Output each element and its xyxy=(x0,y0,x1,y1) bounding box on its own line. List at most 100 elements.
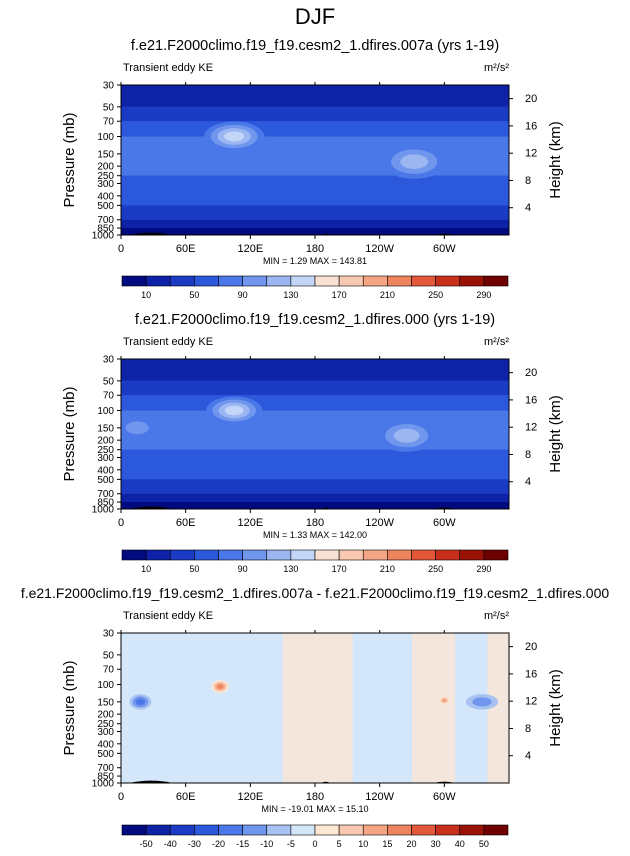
height-tick-label: 12 xyxy=(525,696,537,708)
y-tick-label: 850 xyxy=(97,772,114,783)
colorbar-swatch xyxy=(266,275,292,287)
height-tick-label: 8 xyxy=(525,175,531,187)
height-tick-label: 20 xyxy=(525,367,537,379)
colorbar-swatch xyxy=(145,549,171,561)
colorbar-swatch xyxy=(242,549,268,561)
colorbar-label: 90 xyxy=(238,564,248,574)
y-tick-label: 200 xyxy=(97,436,114,447)
contour-maximum xyxy=(393,428,420,443)
colorbar-swatch xyxy=(435,275,461,287)
x-tick-label: 60E xyxy=(176,517,196,529)
contour-band xyxy=(121,205,509,220)
land-mask xyxy=(129,506,173,509)
contour-maximum xyxy=(125,421,149,435)
x-tick-label: 120E xyxy=(237,791,263,803)
y-tick-label: 500 xyxy=(97,749,114,760)
colorbar-label: 5 xyxy=(337,839,342,849)
y-axis-title-right: Height (km) xyxy=(547,669,564,747)
contour-band xyxy=(412,633,456,783)
colorbar-label: 0 xyxy=(312,839,317,849)
y-tick-label: 100 xyxy=(97,406,114,417)
colorbar-swatch xyxy=(459,549,485,561)
colorbar-label: 210 xyxy=(380,290,395,300)
y-tick-label: 1000 xyxy=(92,779,115,790)
contour-maximum xyxy=(472,697,492,707)
y-tick-label: 500 xyxy=(97,201,114,212)
colorbar-swatch xyxy=(435,549,461,561)
x-tick-label: 180 xyxy=(306,243,324,255)
colorbar-swatch xyxy=(387,549,412,561)
land-mask xyxy=(129,232,173,235)
height-tick-label: 12 xyxy=(525,422,537,434)
height-tick-label: 16 xyxy=(525,394,537,406)
contour-band xyxy=(121,449,509,480)
colorbar-label: 10 xyxy=(141,564,151,574)
y-tick-label: 1000 xyxy=(92,505,115,516)
y-tick-label: 70 xyxy=(103,665,115,676)
y-axis-title-right: Height (km) xyxy=(547,395,564,473)
contour-band xyxy=(487,633,509,783)
colorbar-label: 10 xyxy=(141,290,151,300)
chart-subtitle: Transient eddy KE xyxy=(123,610,213,622)
y-tick-label: 200 xyxy=(97,710,114,721)
contour-band-surface xyxy=(121,228,509,235)
contour-band xyxy=(121,136,509,176)
y-tick-label: 250 xyxy=(97,719,114,730)
colorbar-label: 20 xyxy=(406,839,416,849)
chart-title: f.e21.F2000climo.f19_f19.cesm2_1.dfires.… xyxy=(21,585,610,601)
x-tick-label: 120E xyxy=(237,243,263,255)
contour-band xyxy=(121,106,509,122)
x-tick-label: 60W xyxy=(433,243,456,255)
colorbar-label: -10 xyxy=(260,839,273,849)
min-max-stats: MIN = 1.29 MAX = 143.81 xyxy=(263,256,367,266)
colorbar-swatch xyxy=(435,824,461,836)
colorbar-swatch xyxy=(314,824,340,836)
height-tick-label: 4 xyxy=(525,750,531,762)
contour-maximum xyxy=(452,419,501,442)
y-tick-label: 30 xyxy=(103,355,115,366)
colorbar-swatch xyxy=(169,824,195,836)
contour-band xyxy=(121,410,509,450)
colorbar-swatch xyxy=(483,275,509,287)
colorbar-label: -30 xyxy=(188,839,201,849)
colorbar-label: 130 xyxy=(283,290,298,300)
colorbar-swatch xyxy=(290,824,316,836)
colorbar-swatch xyxy=(121,275,147,287)
colorbar-label: 250 xyxy=(428,564,443,574)
chart-title: f.e21.F2000climo.f19_f19.cesm2_1.dfires.… xyxy=(131,38,499,54)
y-tick-label: 400 xyxy=(97,465,114,476)
colorbar-swatch xyxy=(362,824,388,836)
height-tick-label: 4 xyxy=(525,202,531,214)
colorbar-swatch xyxy=(218,824,243,836)
x-tick-label: 60E xyxy=(176,791,196,803)
contour-band xyxy=(121,85,509,107)
contour-field xyxy=(121,85,509,235)
contour-maximum xyxy=(135,698,146,706)
y-axis-title: Pressure (mb) xyxy=(61,660,78,755)
colorbar-swatch xyxy=(290,549,316,561)
colorbar-label: 250 xyxy=(428,290,443,300)
contour-band xyxy=(282,633,353,783)
x-tick-label: 120W xyxy=(365,243,394,255)
chart-panel-1: f.e21.F2000climo.f19_f19.cesm2_1.dfires.… xyxy=(61,38,564,300)
y-tick-label: 1000 xyxy=(92,231,115,242)
colorbar-swatch xyxy=(169,275,195,287)
contour-maximum xyxy=(442,698,447,703)
height-tick-label: 20 xyxy=(525,641,537,653)
x-tick-label: 180 xyxy=(306,791,324,803)
colorbar-swatch xyxy=(483,824,509,836)
colorbar-swatch xyxy=(194,824,219,836)
contour-maximum xyxy=(217,684,224,689)
contour-maximum xyxy=(400,154,429,169)
y-tick-label: 850 xyxy=(97,498,114,509)
x-tick-label: 60E xyxy=(176,243,196,255)
colorbar-label: 90 xyxy=(238,290,248,300)
colorbar-swatch xyxy=(145,275,171,287)
colorbar-label: 170 xyxy=(332,564,347,574)
contour-maximum xyxy=(224,405,244,416)
colorbar-label: 30 xyxy=(431,839,441,849)
colorbar-swatch xyxy=(362,275,388,287)
colorbar-swatch xyxy=(266,824,292,836)
x-tick-label: 180 xyxy=(306,517,324,529)
